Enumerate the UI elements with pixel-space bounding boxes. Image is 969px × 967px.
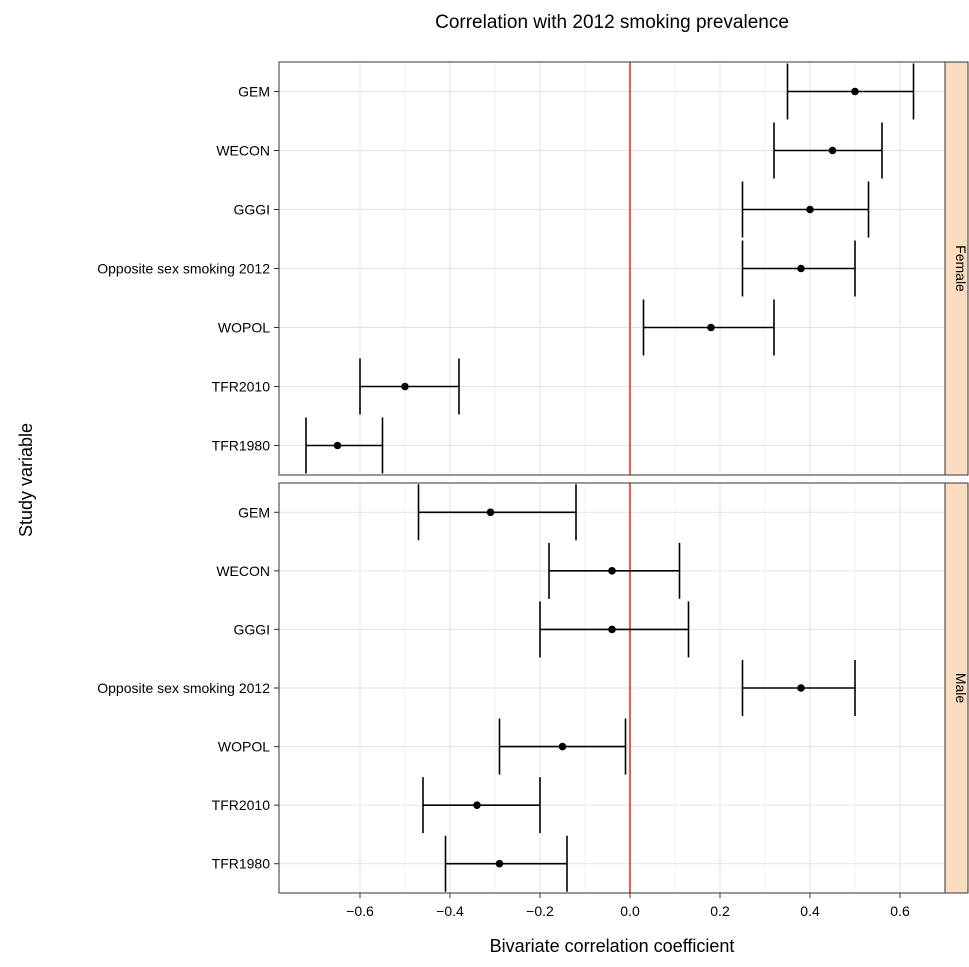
y-tick-label: WECON <box>216 143 270 159</box>
data-point-female <box>305 417 384 474</box>
point-estimate <box>707 323 715 332</box>
y-tick-label: TFR2010 <box>212 379 271 395</box>
x-axis-label: Bivariate correlation coefficient <box>490 936 735 956</box>
y-tick-label: WOPOL <box>218 320 270 336</box>
facet-strip <box>944 482 969 894</box>
data-point-male <box>422 777 541 834</box>
y-tick-label: TFR2010 <box>212 797 271 813</box>
y-tick-label: WOPOL <box>218 739 270 755</box>
data-point-female <box>786 63 915 120</box>
y-tick-label: Opposite sex smoking 2012 <box>97 680 270 696</box>
point-estimate <box>828 146 837 155</box>
chart-title: Correlation with 2012 smoking prevalence <box>435 12 789 33</box>
y-tick-label: GEM <box>238 84 270 100</box>
point-estimate <box>486 508 495 517</box>
y-tick-label: GEM <box>238 504 270 520</box>
data-point-male <box>444 835 568 892</box>
point-estimate <box>608 567 616 575</box>
point-estimate <box>806 205 814 214</box>
data-point-male <box>417 484 577 541</box>
x-tick-label: −0.4 <box>436 903 464 919</box>
y-tick-label: Opposite sex smoking 2012 <box>97 261 270 277</box>
x-tick-label: −0.6 <box>346 903 374 919</box>
point-estimate <box>558 742 567 751</box>
point-estimate <box>797 684 805 692</box>
data-point-female <box>741 240 856 297</box>
data-point-female <box>642 299 775 356</box>
point-estimate <box>797 264 805 273</box>
facet-strip-label: Male <box>953 673 969 704</box>
point-estimate <box>333 441 342 450</box>
point-estimate <box>401 382 409 391</box>
x-tick-label: −0.2 <box>526 903 554 919</box>
panel-female: GEM WECON GGGI Opposite sex smoking 2012 WOP… <box>97 61 969 476</box>
point-estimate <box>851 87 859 96</box>
y-tick-label: TFR1980 <box>212 438 271 454</box>
point-estimate <box>473 801 481 809</box>
x-tick-label: 0.0 <box>620 903 640 919</box>
x-axis: −0.6 −0.4 −0.2 0.0 0.2 0.4 0.6 <box>346 893 910 919</box>
x-tick-label: 0.4 <box>800 903 820 919</box>
x-tick-label: 0.6 <box>890 903 910 919</box>
data-point-male <box>498 718 627 775</box>
data-point-female <box>773 122 883 179</box>
data-point-female <box>741 181 870 238</box>
y-tick-label: GGGI <box>233 621 270 637</box>
x-tick-label: 0.2 <box>710 903 730 919</box>
point-estimate <box>608 625 616 634</box>
data-point-female <box>359 358 460 415</box>
panel-male: GEM WECON GGGI Opposite sex smoking 2012 WOP… <box>97 482 969 894</box>
y-tick-label: TFR1980 <box>212 856 271 872</box>
facet-strip <box>944 61 969 476</box>
point-estimate <box>495 859 504 868</box>
y-tick-label: GGGI <box>233 202 270 218</box>
data-point-male <box>539 601 690 658</box>
data-point-male <box>741 660 856 716</box>
facet-strip-label: Female <box>953 245 969 292</box>
y-tick-label: WECON <box>216 563 270 579</box>
data-point-male <box>548 542 681 599</box>
y-axis-label: Study variable <box>16 423 36 537</box>
panels: GEM WECON GGGI Opposite sex smoking 2012 WOP… <box>97 61 969 894</box>
